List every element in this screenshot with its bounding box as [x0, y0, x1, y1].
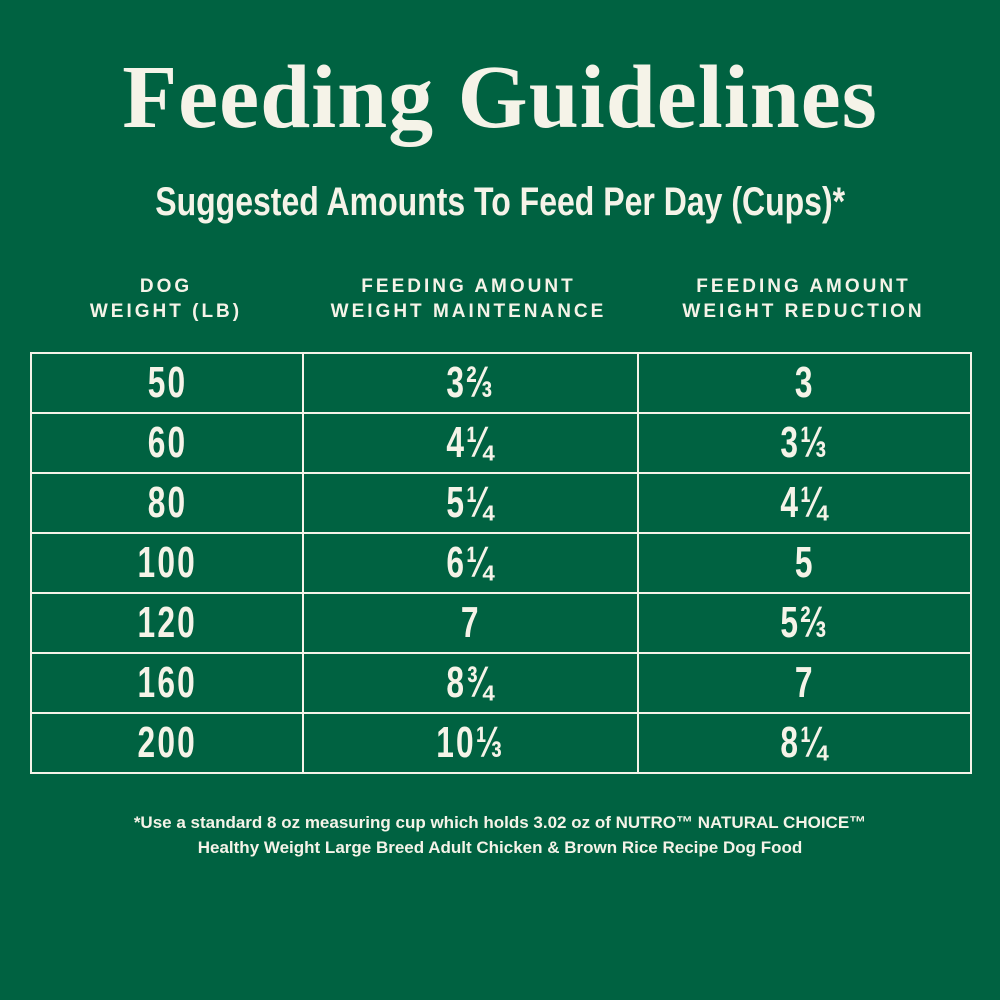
table-row: 50 3⅔ 3: [30, 352, 972, 414]
table-cell: 100: [30, 532, 304, 594]
footnote: *Use a standard 8 oz measuring cup which…: [0, 810, 1000, 860]
subtitle: Suggested Amounts To Feed Per Day (Cups)…: [0, 178, 1000, 226]
cell-value: 8¾: [446, 658, 495, 707]
table-cell: 4¼: [302, 412, 639, 474]
table-cell: 5¼: [302, 472, 639, 534]
cell-value: 120: [137, 598, 197, 647]
footnote-line: *Use a standard 8 oz measuring cup which…: [133, 813, 867, 832]
table-cell: 7: [637, 652, 972, 714]
table-cell: 6¼: [302, 532, 639, 594]
cell-value: 3⅔: [446, 358, 495, 407]
table-row: 120 7 5⅔: [30, 592, 972, 654]
cell-value: 60: [147, 418, 187, 467]
cell-value: 5⅔: [780, 598, 829, 647]
cell-value: 200: [137, 718, 197, 767]
table-row: 80 5¼ 4¼: [30, 472, 972, 534]
table-cell: 3⅓: [637, 412, 972, 474]
table-cell: 5⅔: [637, 592, 972, 654]
column-header-reduction: FEEDING AMOUNT WEIGHT REDUCTION: [635, 274, 972, 324]
cell-value: 5: [794, 538, 815, 587]
footnote-line: Healthy Weight Large Breed Adult Chicken…: [197, 838, 803, 857]
table-cell: 200: [30, 712, 304, 774]
table-cell: 8¼: [637, 712, 972, 774]
cell-value: 8¼: [780, 718, 829, 767]
table-cell: 80: [30, 472, 304, 534]
table-cell: 50: [30, 352, 304, 414]
cell-value: 6¼: [446, 538, 495, 587]
table-cell: 3⅔: [302, 352, 639, 414]
table-row: 160 8¾ 7: [30, 652, 972, 714]
cell-value: 50: [147, 358, 187, 407]
table-cell: 3: [637, 352, 972, 414]
table-cell: 120: [30, 592, 304, 654]
table-cell: 7: [302, 592, 639, 654]
cell-value: 4¼: [780, 478, 829, 527]
cell-value: 7: [460, 598, 481, 647]
feeding-table: 50 3⅔ 3 60 4¼ 3⅓ 80 5¼ 4¼ 100 6¼ 5 120 7 5⅔ 160 8¾ 7 200 10…: [30, 352, 972, 774]
cell-value: 3⅓: [780, 418, 829, 467]
cell-value: 10⅓: [436, 718, 505, 767]
table-row: 100 6¼ 5: [30, 532, 972, 594]
table-row: 200 10⅓ 8¼: [30, 712, 972, 774]
table-cell: 10⅓: [302, 712, 639, 774]
table-cell: 5: [637, 532, 972, 594]
cell-value: 7: [794, 658, 815, 707]
table-cell: 60: [30, 412, 304, 474]
header-line: WEIGHT MAINTENANCE: [330, 301, 607, 322]
header-line: WEIGHT (LB): [89, 301, 243, 322]
table-row: 60 4¼ 3⅓: [30, 412, 972, 474]
table-cell: 160: [30, 652, 304, 714]
table-cell: 4¼: [637, 472, 972, 534]
header-line: WEIGHT REDUCTION: [682, 301, 925, 322]
subtitle-text: Suggested Amounts To Feed Per Day (Cups)…: [155, 180, 845, 224]
header-line: DOG: [139, 276, 193, 297]
cell-value: 5¼: [446, 478, 495, 527]
cell-value: 4¼: [446, 418, 495, 467]
header-line: FEEDING AMOUNT: [696, 276, 911, 297]
cell-value: 80: [147, 478, 187, 527]
column-header-maintenance: FEEDING AMOUNT WEIGHT MAINTENANCE: [302, 274, 635, 324]
header-line: FEEDING AMOUNT: [361, 276, 576, 297]
cell-value: 160: [137, 658, 197, 707]
table-cell: 8¾: [302, 652, 639, 714]
column-header-dog-weight: DOG WEIGHT (LB): [30, 274, 302, 324]
cell-value: 3: [794, 358, 815, 407]
cell-value: 100: [137, 538, 197, 587]
page-title: Feeding Guidelines: [122, 48, 878, 147]
